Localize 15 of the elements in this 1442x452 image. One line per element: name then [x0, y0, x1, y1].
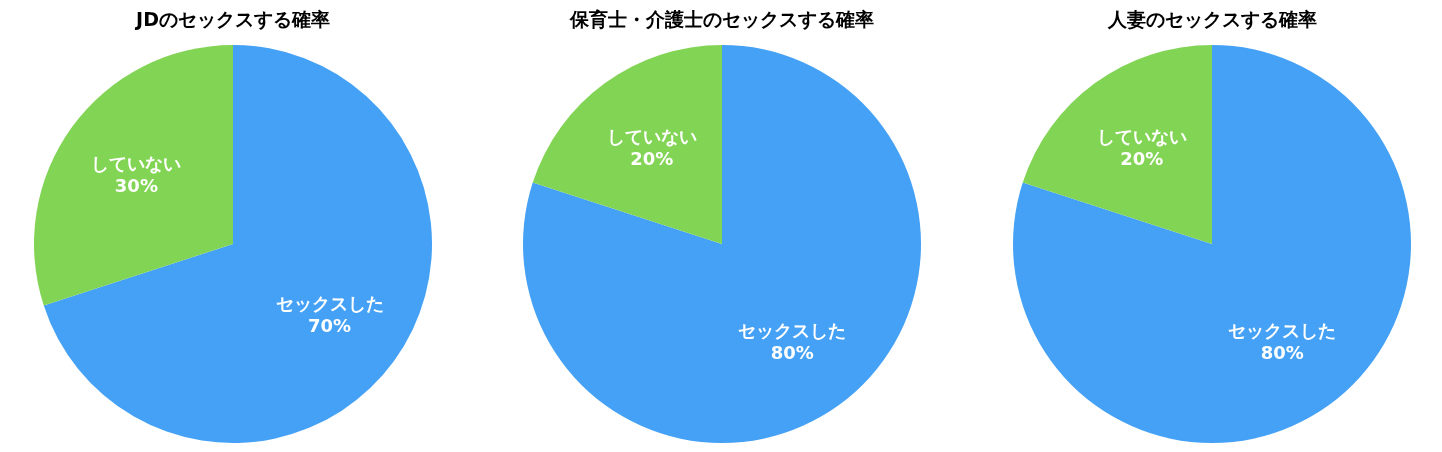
chart-title: 人妻のセックスする確率: [1106, 8, 1317, 30]
chart-title: 保育士・介護士のセックスする確率: [569, 8, 874, 30]
slice-label: していない: [91, 152, 182, 174]
slice-label: セックスした: [738, 319, 847, 341]
data-label: 20%: [1120, 148, 1164, 170]
data-label: 20%: [630, 148, 674, 170]
slice-label: セックスした: [275, 293, 384, 315]
chart-title: JDのセックスする確率: [134, 8, 330, 30]
slice-label: していない: [1096, 126, 1187, 148]
data-label: 70%: [308, 315, 352, 337]
data-label: 80%: [1260, 341, 1304, 363]
slice-label: していない: [606, 126, 697, 148]
slice-label: セックスした: [1228, 319, 1337, 341]
data-label: 30%: [114, 174, 158, 196]
data-label: 80%: [770, 341, 814, 363]
